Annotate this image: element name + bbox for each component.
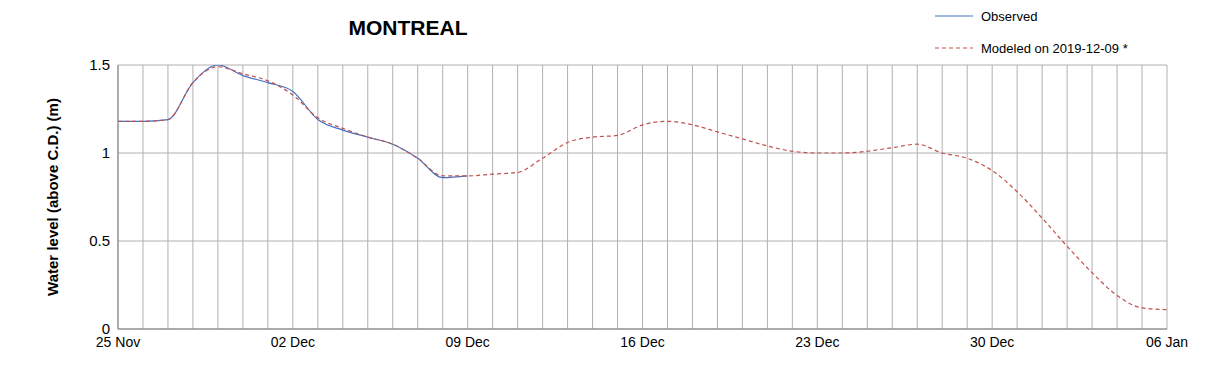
html-text:Modeled on 2019-12-09 *: Modeled on 2019-12-09 *	[981, 40, 1128, 56]
svg-text:0.5: 0.5	[89, 232, 110, 249]
svg-text:25 Nov: 25 Nov	[95, 333, 141, 350]
svg-text:09 Dec: 09 Dec	[445, 334, 489, 350]
html-text:MONTREAL: MONTREAL	[348, 16, 468, 39]
svg-text:06 Jan: 06 Jan	[1146, 334, 1188, 350]
svg-text:30 Dec: 30 Dec	[970, 334, 1014, 350]
html-text:Observed: Observed	[981, 8, 1038, 24]
svg-text:1: 1	[102, 144, 110, 161]
svg-text:02 Dec: 02 Dec	[271, 334, 315, 350]
svg-text:16 Dec: 16 Dec	[620, 334, 664, 350]
svg-text:23 Dec: 23 Dec	[795, 334, 839, 350]
svg-text:0: 0	[102, 320, 110, 337]
svg-text:Water level (above C.D.) (m): Water level (above C.D.) (m)	[44, 98, 61, 296]
svg-text:1.5: 1.5	[89, 56, 110, 73]
